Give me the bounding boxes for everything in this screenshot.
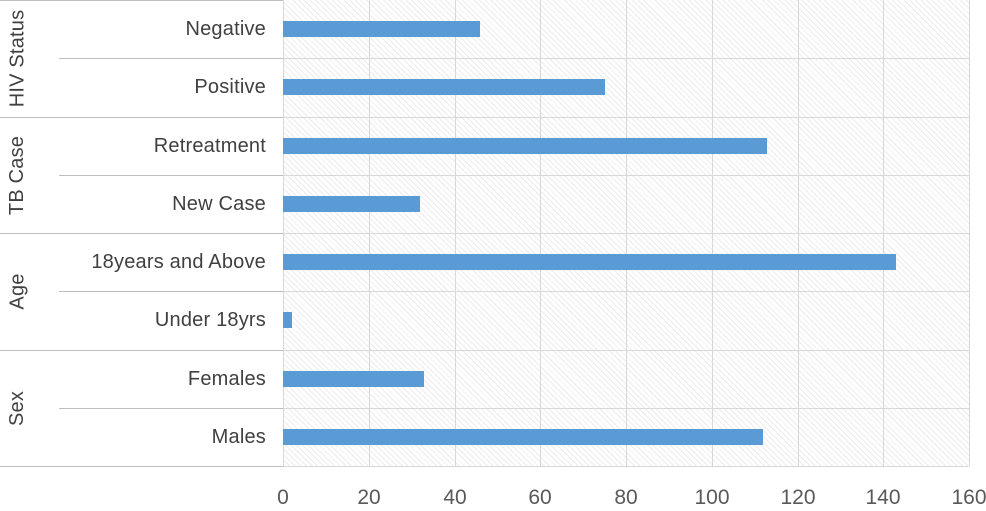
gridline-row-4 [283,233,969,234]
bar-under-18yrs [283,312,292,328]
category-label-negative: Negative [185,17,266,40]
bar-retreatment [283,138,767,154]
gridline-x-160 [969,0,970,466]
category-separator-0 [59,58,283,59]
category-separator-2 [59,175,283,176]
category-label-new-case: New Case [172,192,266,215]
group-separator-7 [0,466,283,467]
bar-females [283,371,424,387]
group-separator-1 [0,117,283,118]
bar-negative [283,21,480,37]
gridline-row-5 [283,291,969,292]
bar-positive [283,79,605,95]
bar-males [283,429,763,445]
group-label-text: TB Case [6,135,29,216]
category-label-under-18yrs: Under 18yrs [154,308,266,331]
x-tick-label-80: 80 [614,486,638,509]
bar-18years-and-above [283,254,896,270]
group-label-text: HIV Status [6,9,29,108]
category-separator-4 [59,291,283,292]
plot-area [283,0,970,467]
x-tick-label-0: 0 [277,486,289,509]
category-label-retreatment: Retreatment [153,134,266,157]
group-separator-top [0,0,283,1]
x-tick-label-140: 140 [865,486,901,509]
group-label-text: Age [6,273,29,310]
gridline-row-8 [283,466,969,467]
group-label-hiv-status: HIV Status [0,0,36,117]
x-tick-label-40: 40 [443,486,467,509]
gridline-row-2 [283,117,969,118]
group-separator-3 [0,233,283,234]
group-label-sex: Sex [0,350,36,467]
group-separator-5 [0,350,283,351]
x-tick-label-120: 120 [780,486,816,509]
category-label-positive: Positive [194,75,266,98]
gridline-row-3 [283,175,969,176]
category-label-females: Females [187,367,266,390]
gridline-row-1 [283,58,969,59]
group-label-age: Age [0,233,36,350]
x-tick-label-100: 100 [694,486,730,509]
x-tick-label-60: 60 [528,486,552,509]
group-label-tb-case: TB Case [0,117,36,234]
category-label-18years-and-above: 18years and Above [91,250,266,273]
x-tick-label-20: 20 [357,486,381,509]
x-tick-label-160: 160 [951,486,986,509]
gridline-row-6 [283,350,969,351]
bar-new-case [283,196,420,212]
gridline-row-7 [283,408,969,409]
category-separator-6 [59,408,283,409]
group-label-text: Sex [6,390,29,427]
category-label-males: Males [211,425,266,448]
